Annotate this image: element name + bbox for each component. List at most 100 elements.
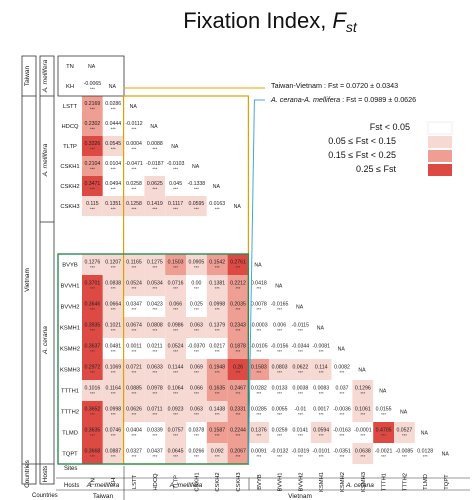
- heatmap-cell: [144, 422, 166, 443]
- cell-significance: ***: [90, 207, 95, 212]
- heatmap-cell: [186, 296, 207, 317]
- cell-significance: ***: [173, 187, 178, 192]
- cell-significance: ***: [360, 454, 365, 459]
- cell-value: 0.0721: [126, 365, 142, 371]
- cell-significance: ***: [173, 412, 178, 417]
- cell-significance: ***: [194, 370, 199, 375]
- column-label: CSKH1: [194, 472, 200, 491]
- cell-value: 0.1276: [84, 260, 100, 266]
- cell-significance: ***: [236, 349, 241, 354]
- cell-value: 0.0534: [147, 281, 163, 287]
- heatmap-cell: [373, 443, 394, 464]
- heatmap-cell: [82, 156, 103, 176]
- left-host-cerana: A. cerana: [42, 326, 49, 355]
- cell-significance: ***: [319, 370, 324, 375]
- cell-value: 0.066: [169, 302, 182, 308]
- heatmap-cell: [144, 338, 166, 359]
- cell-value: -0.0132: [271, 449, 289, 455]
- cell-significance: ***: [90, 167, 95, 172]
- cell-value: 0.1275: [147, 260, 163, 266]
- cell-significance: ***: [340, 370, 345, 375]
- cell-significance: ***: [132, 328, 137, 333]
- heatmap-cell: [82, 136, 103, 156]
- heatmap-cell: [123, 196, 145, 216]
- row-label: KH: [66, 84, 74, 90]
- heatmap-cell: [82, 176, 103, 196]
- cell-value: 0.0339: [147, 428, 163, 434]
- row-label: CSKH3: [60, 204, 79, 210]
- heatmap-cell: [165, 275, 186, 296]
- cell-value: 0.0347: [126, 302, 142, 308]
- heatmap-cell: [248, 359, 270, 380]
- cell-significance: ***: [90, 286, 95, 291]
- cell-significance: ***: [152, 433, 157, 438]
- heatmap-cell: [102, 380, 124, 401]
- cell-value: 0.1117: [168, 201, 183, 207]
- cell-value: 0.092: [211, 449, 224, 455]
- cell-significance: ***: [90, 127, 95, 132]
- cell-significance: ***: [319, 454, 324, 459]
- cell-significance: ***: [90, 187, 95, 192]
- cell-value: 0.0017: [313, 407, 329, 413]
- cell-value: 0.0494: [105, 181, 121, 187]
- cell-significance: ***: [194, 307, 199, 312]
- legend-label: 0.15 ≤ Fst < 0.25: [328, 150, 396, 160]
- cerana-frame: [57, 253, 250, 465]
- cell-significance: ***: [152, 147, 157, 152]
- cell-significance: ***: [132, 187, 137, 192]
- heatmap-cell: [123, 136, 145, 156]
- cell-value: 0.0527: [396, 428, 412, 434]
- cell-value: -0.0021: [375, 449, 393, 455]
- cell-value: 0.2104: [84, 161, 100, 167]
- cell-value: 0.114: [315, 365, 328, 371]
- cell-value: -0.0351: [333, 449, 351, 455]
- heatmap-cell: [310, 359, 332, 380]
- heatmap-cell: [82, 338, 103, 359]
- column-label: KSMH3: [361, 472, 367, 492]
- cell-value: 0.0998: [209, 302, 225, 308]
- left-hosts-label: Hosts: [42, 465, 49, 482]
- cell-value: -0.0471: [125, 161, 143, 167]
- heatmap-cell: [144, 275, 166, 296]
- cell-value: 0.1165: [126, 260, 142, 266]
- cell-significance: ***: [132, 127, 137, 132]
- cell-value: -0.1338: [188, 181, 206, 187]
- cell-value: 0.0978: [147, 386, 163, 392]
- heatmap-cell: [227, 443, 249, 464]
- heatmap-cell: [227, 422, 249, 443]
- cell-significance: ***: [111, 167, 116, 172]
- cell-value: 0.1351: [105, 201, 121, 207]
- cell-value: 0.0282: [251, 386, 267, 392]
- heatmap-cell: [165, 296, 186, 317]
- cell-significance: ***: [360, 412, 365, 417]
- annotation-cerana-mellifera: A. cerana-A. mellifera : Fst = 0.0989 ± …: [270, 95, 416, 104]
- cell-value: 0.1542: [209, 260, 225, 266]
- cell-value: -0.0344: [292, 344, 310, 350]
- cell-value: 0.0327: [126, 449, 142, 455]
- cell-significance: ***: [194, 265, 199, 270]
- cell-significance: ***: [277, 391, 282, 396]
- heatmap-cell: [102, 443, 124, 464]
- cell-value: 0.2035: [230, 302, 246, 308]
- bottom-country-vietnam: Vietnam: [288, 493, 312, 500]
- cell-value: 0.3652: [84, 407, 100, 413]
- heatmap-cell: [206, 359, 228, 380]
- cell-value: 0.3637: [84, 344, 100, 350]
- heatmap-cell: [290, 422, 311, 443]
- cell-significance: ***: [173, 391, 178, 396]
- cell-significance: ***: [152, 187, 157, 192]
- cell-significance: ***: [173, 265, 178, 270]
- heatmap-cell: [186, 401, 207, 422]
- heatmap-cell: [227, 317, 249, 338]
- cell-significance: ***: [381, 454, 386, 459]
- row-label: BVVH2: [60, 305, 79, 311]
- cell-significance: ***: [298, 349, 303, 354]
- cell-value: 0.0746: [105, 428, 121, 434]
- annotation-line-species: [247, 99, 265, 465]
- cell-na: NA: [421, 431, 429, 437]
- cell-value: 0.0481: [105, 344, 121, 350]
- cell-value: 0.0645: [168, 449, 184, 455]
- cell-value: 0.1376: [251, 428, 267, 434]
- countries-label: Countries: [32, 493, 58, 499]
- heatmap-cell: [331, 443, 353, 464]
